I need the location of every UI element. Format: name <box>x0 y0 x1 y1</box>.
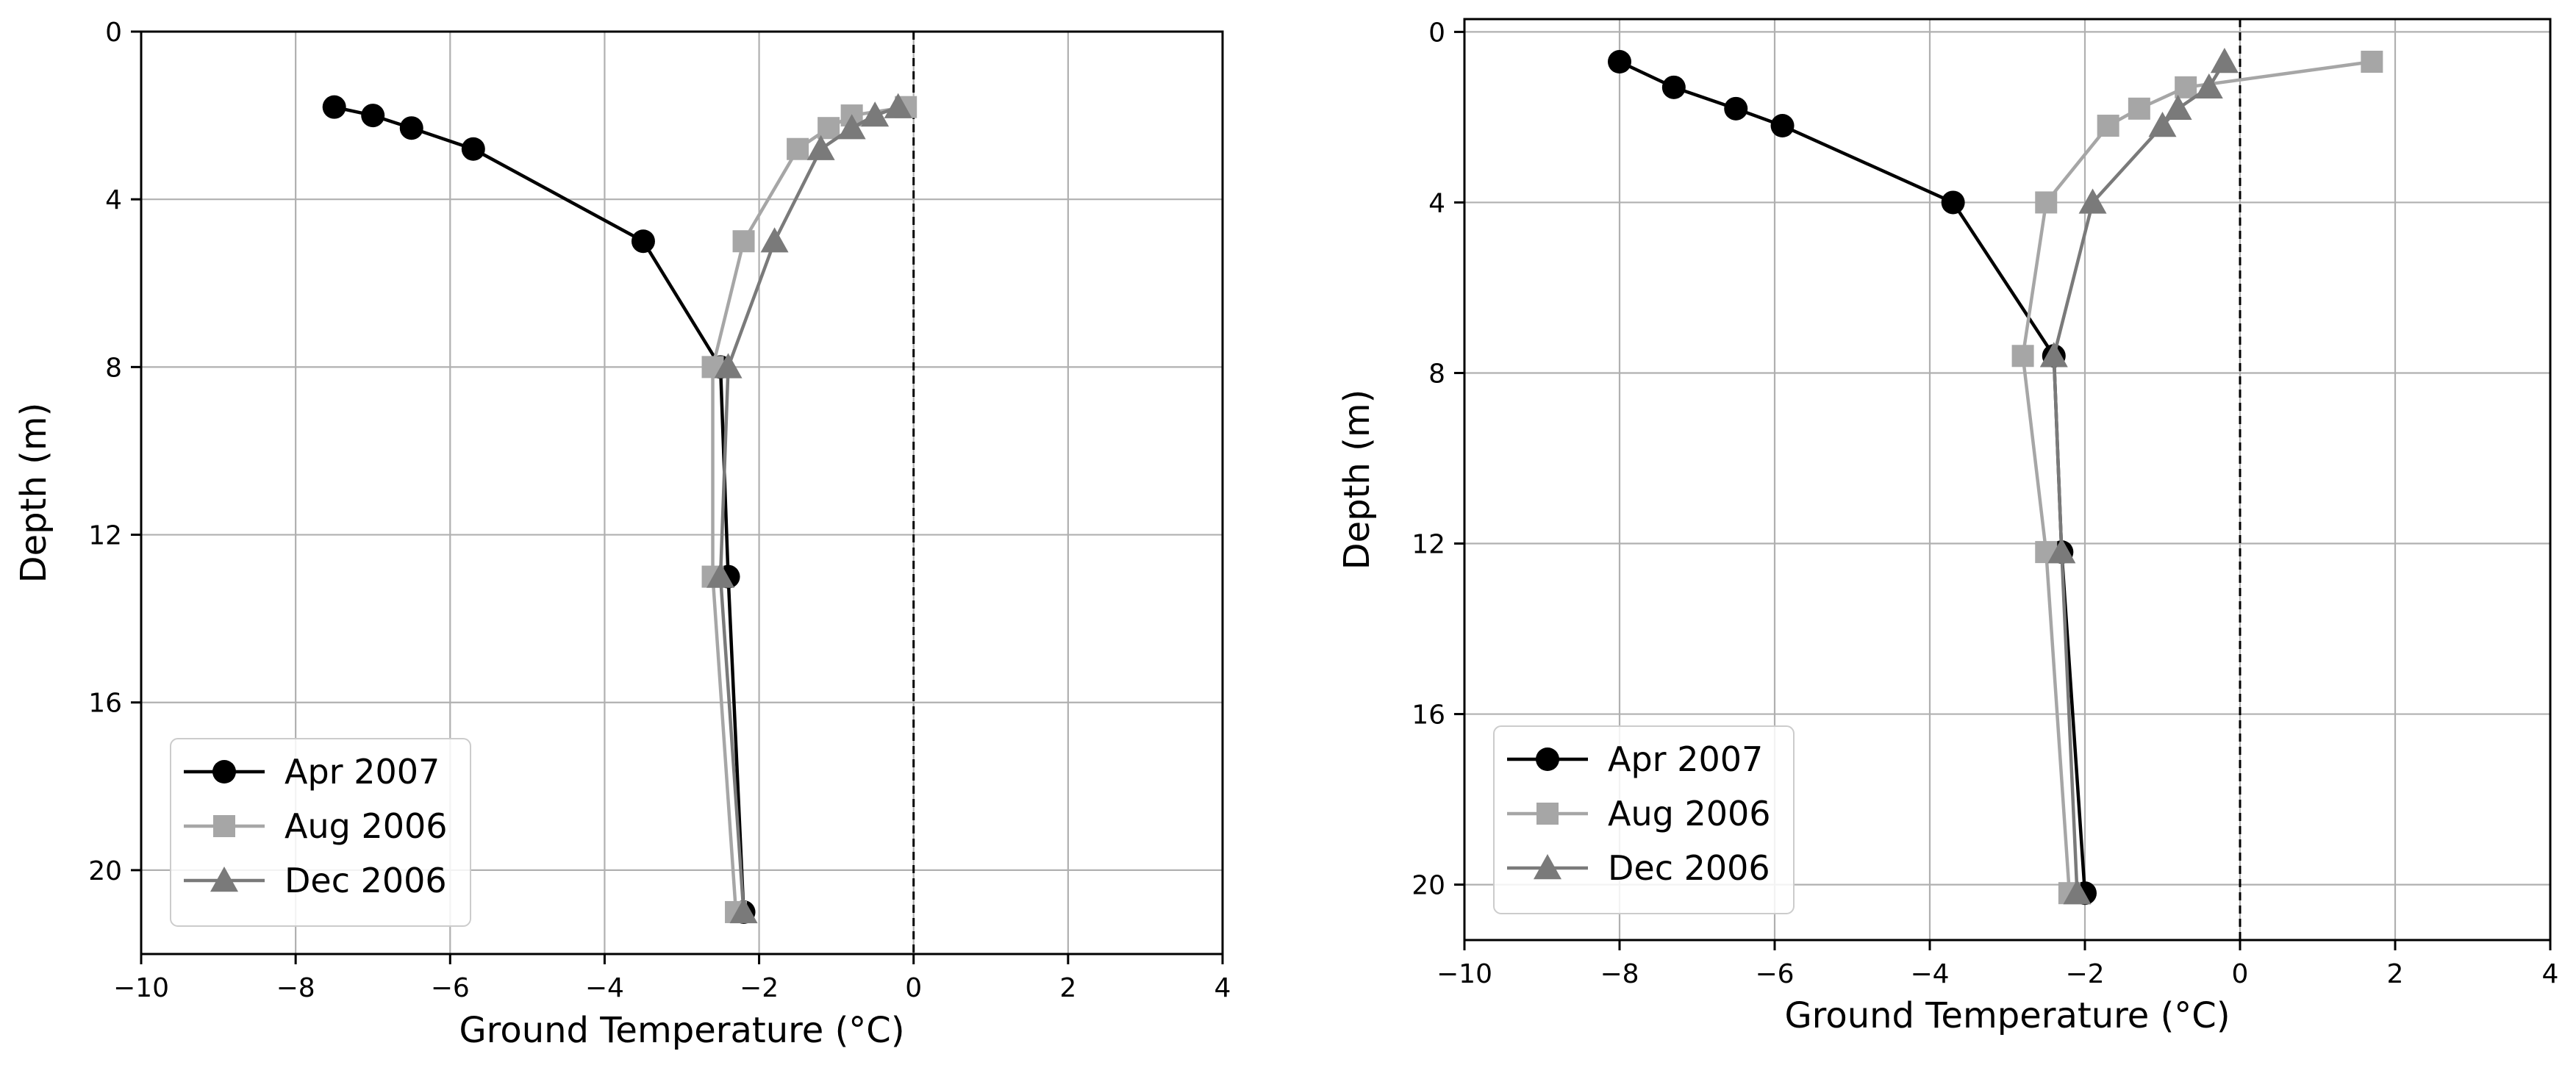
data-point-3 <box>1770 114 1795 138</box>
data-point-1 <box>1661 75 1686 99</box>
data-point-4 <box>732 230 755 253</box>
x-tick-label: −10 <box>1437 959 1492 989</box>
plot-frame <box>140 30 1224 955</box>
data-point-4 <box>1941 190 1965 215</box>
series-dec-2006 <box>706 93 912 924</box>
data-point-0 <box>2210 48 2239 73</box>
data-point-2 <box>2128 97 2150 120</box>
data-point-6 <box>2047 538 2076 564</box>
data-point-3 <box>806 135 835 160</box>
legend-label: Aug 2006 <box>1608 794 1771 833</box>
legend-entry-1: Apr 2007 <box>184 752 440 792</box>
x-tick-label: −2 <box>740 973 779 1003</box>
data-point-7 <box>729 897 758 924</box>
x-tick-label: 4 <box>1214 973 1231 1003</box>
x-tick-label: −4 <box>585 973 624 1003</box>
y-tick-label: 4 <box>1428 188 1445 218</box>
x-tick-label: −8 <box>1600 959 1639 989</box>
data-point-1 <box>361 104 385 128</box>
data-point-1 <box>861 101 890 127</box>
x-tick-label: −8 <box>276 973 315 1003</box>
legend-label: Dec 2006 <box>1608 848 1770 888</box>
legend-label: Apr 2007 <box>1608 739 1763 779</box>
x-axis-title: Ground Temperature (°C) <box>1784 995 2230 1036</box>
x-axis: −10 −8 −6 −4 −2 0 2 4 <box>1437 940 2558 989</box>
data-point-0 <box>322 95 346 119</box>
legend: Apr 2007 Aug 2006 Dec 2006 <box>1493 725 1795 914</box>
y-axis: 0 4 8 12 16 20 <box>1412 18 1464 901</box>
y-tick-label: 4 <box>105 185 122 215</box>
data-point-3 <box>2148 112 2177 137</box>
x-tick-label: 0 <box>905 973 922 1003</box>
x-tick-label: 4 <box>2542 959 2559 989</box>
y-axis-title: Depth (m) <box>1337 390 1378 570</box>
data-point-7 <box>2063 879 2092 905</box>
series-dec-2006 <box>2039 48 2239 905</box>
y-tick-label: 20 <box>88 856 122 886</box>
data-point-1 <box>2194 73 2223 99</box>
data-point-4 <box>2035 191 2058 214</box>
y-tick-label: 16 <box>1412 700 1445 731</box>
x-tick-label: 2 <box>1059 973 1076 1003</box>
series-aug-2006 <box>2011 51 2383 905</box>
data-point-legend <box>1536 747 1559 771</box>
x-tick-label: 0 <box>2232 959 2249 989</box>
chart-panel-2: −10 −8 −6 −4 −2 0 2 4 0 4 8 12 16 20 Ground Temperatur… <box>1337 18 2558 1036</box>
plot-frame <box>1463 18 2552 942</box>
data-point-2 <box>837 114 866 140</box>
legend-label: Dec 2006 <box>285 861 447 900</box>
data-point-4 <box>631 229 655 254</box>
y-tick-label: 0 <box>105 18 122 48</box>
data-point-2 <box>817 117 840 140</box>
data-point-2 <box>1724 96 1748 121</box>
x-tick-label: −6 <box>1755 959 1794 989</box>
data-point-4 <box>760 227 789 253</box>
x-axis-title: Ground Temperature (°C) <box>459 1010 904 1051</box>
x-axis: −10 −8 −6 −4 −2 0 2 4 <box>113 954 1231 1003</box>
data-point-legend <box>213 815 235 837</box>
x-tick-label: −6 <box>431 973 470 1003</box>
chart-panel-1: −10 −8 −6 −4 −2 0 2 4 0 4 8 12 16 20 Ground Temperatur… <box>13 18 1231 1051</box>
data-point-5 <box>2039 342 2068 367</box>
data-point-3 <box>2097 115 2119 137</box>
data-point-3 <box>461 137 485 161</box>
data-point-1 <box>2175 76 2197 98</box>
x-tick-label: −10 <box>113 973 169 1003</box>
data-point-2 <box>399 116 423 140</box>
y-tick-label: 12 <box>88 521 122 551</box>
legend-entry-2: Aug 2006 <box>1507 794 1771 833</box>
legend: Apr 2007 Aug 2006 Dec 2006 <box>170 738 471 927</box>
x-tick-label: −2 <box>2065 959 2104 989</box>
y-tick-label: 12 <box>1412 530 1445 560</box>
y-axis: 0 4 8 12 16 20 <box>88 18 141 886</box>
data-point-legend <box>210 867 238 892</box>
legend-label: Apr 2007 <box>285 752 440 792</box>
data-point-2 <box>2164 94 2192 121</box>
data-point-3 <box>787 137 809 160</box>
y-axis-title: Depth (m) <box>13 403 54 584</box>
legend-entry-3: Dec 2006 <box>1507 848 1770 888</box>
data-point-5 <box>2011 345 2034 367</box>
y-tick-label: 8 <box>105 353 122 383</box>
legend-entry-3: Dec 2006 <box>184 861 447 900</box>
data-point-4 <box>2078 188 2107 214</box>
legend-entry-1: Apr 2007 <box>1507 739 1763 779</box>
data-point-legend <box>212 760 236 783</box>
legend-entry-2: Aug 2006 <box>184 806 448 846</box>
data-point-5 <box>714 353 743 379</box>
y-tick-label: 8 <box>1428 359 1445 389</box>
x-tick-label: −4 <box>1910 959 1949 989</box>
y-tick-label: 0 <box>1428 18 1445 48</box>
data-point-legend <box>1534 854 1561 880</box>
data-point-0 <box>1608 50 1631 74</box>
y-tick-label: 20 <box>1412 871 1445 901</box>
data-point-0 <box>884 93 912 118</box>
data-point-0 <box>2361 51 2383 73</box>
y-tick-label: 16 <box>88 689 122 719</box>
legend-label: Aug 2006 <box>285 806 448 846</box>
x-tick-label: 2 <box>2387 959 2404 989</box>
data-point-6 <box>706 562 735 588</box>
data-point-legend <box>1536 803 1559 825</box>
